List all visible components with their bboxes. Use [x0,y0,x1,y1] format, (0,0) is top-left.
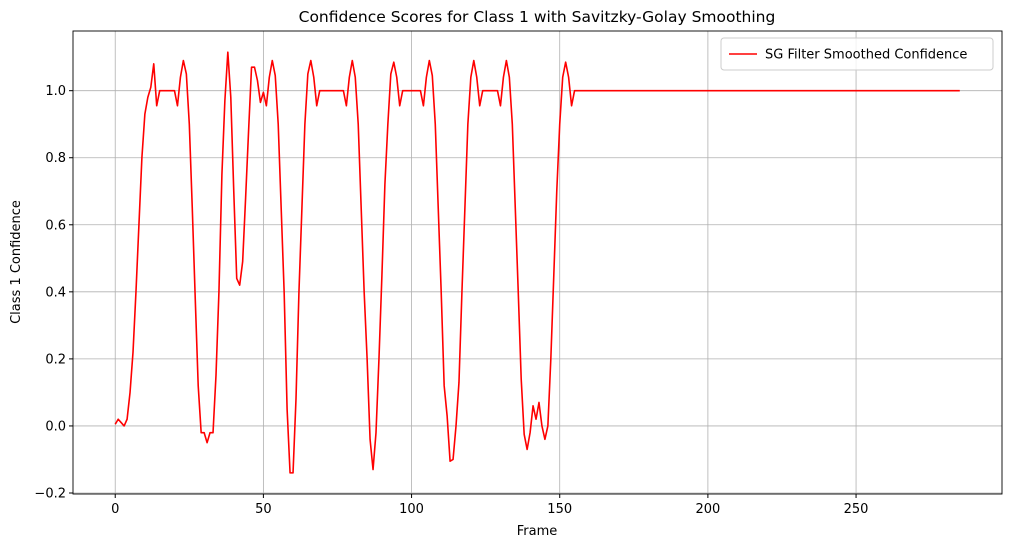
x-tick-label: 0 [111,502,119,517]
x-tick-label: 250 [844,502,869,517]
legend-label: SG Filter Smoothed Confidence [765,48,967,63]
x-tick-label: 100 [399,502,424,517]
data-line [114,51,960,474]
plot-frame [72,30,1003,495]
legend-box [720,37,994,71]
y-tick-label: 0.2 [45,352,66,367]
x-tick-label: 50 [255,502,272,517]
y-tick-label: 0.0 [45,419,66,434]
y-tick-label: 0.6 [45,218,66,233]
x-tick-label: 200 [695,502,720,517]
y-tick-label: 0.8 [45,151,66,166]
x-axis-label: Frame [517,524,558,539]
y-tick-label: −0.2 [34,486,66,501]
chart-title: Confidence Scores for Class 1 with Savit… [299,8,776,26]
y-tick-label: 1.0 [45,84,66,99]
y-tick-label: 0.4 [45,285,66,300]
x-tick-label: 150 [547,502,572,517]
y-axis-label: Class 1 Confidence [9,200,24,324]
